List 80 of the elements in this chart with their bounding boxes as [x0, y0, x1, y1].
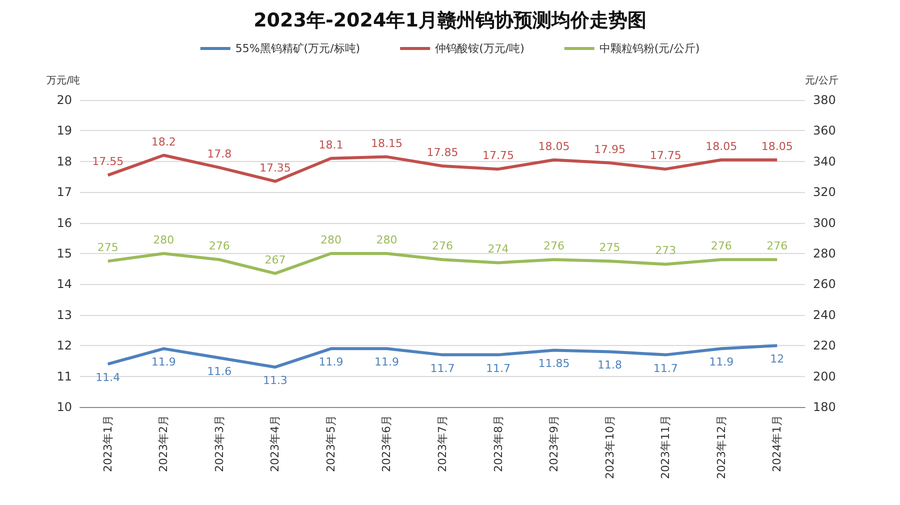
data-label: 17.75 — [482, 149, 514, 162]
y-tick-label: 10 — [56, 400, 72, 414]
data-label: 17.85 — [426, 146, 458, 160]
data-label: 275 — [599, 241, 620, 254]
y-tick-label: 19 — [56, 124, 72, 138]
y-tick-label: 12 — [56, 338, 72, 353]
y-axis-title: 万元/吨 — [46, 74, 80, 86]
data-label: 11.3 — [262, 374, 288, 388]
data-label: 275 — [97, 241, 118, 254]
data-label: 11.7 — [486, 362, 511, 375]
y-tick-label: 16 — [56, 216, 72, 230]
data-label: 17.8 — [207, 148, 232, 161]
x-tick-label: 2023年12月 — [714, 415, 728, 479]
x-tick-label: 2023年2月 — [157, 415, 170, 472]
data-label: 276 — [208, 240, 230, 253]
y2-tick-label: 240 — [813, 308, 836, 322]
x-tick-label: 2023年9月 — [548, 415, 561, 472]
y2-tick-label: 300 — [813, 216, 836, 230]
legend-label: 仲钨酸铵(万元/吨) — [435, 42, 524, 55]
data-label: 18.1 — [318, 138, 344, 152]
data-label: 11.4 — [96, 371, 120, 384]
data-label: 276 — [710, 240, 732, 253]
data-label: 11.7 — [430, 362, 455, 375]
y2-tick-label: 320 — [813, 185, 836, 200]
x-tick-label: 2023年8月 — [492, 415, 505, 472]
data-label: 17.95 — [594, 142, 626, 156]
y-tick-label: 20 — [56, 93, 72, 107]
x-tick-label: 2023年6月 — [380, 415, 394, 472]
data-label: 11.9 — [709, 356, 734, 369]
y-tick-label: 11 — [56, 369, 72, 384]
legend-label: 55%黑钨精矿(万元/标吨) — [235, 42, 360, 55]
x-tick-label: 2023年7月 — [436, 415, 449, 472]
data-label: 11.9 — [318, 356, 344, 369]
data-label: 17.55 — [92, 155, 124, 168]
data-label: 276 — [432, 240, 453, 253]
data-label: 17.75 — [650, 149, 682, 162]
data-label: 280 — [153, 234, 174, 246]
data-label: 280 — [376, 234, 398, 246]
y2-tick-label: 220 — [813, 338, 836, 353]
y2-tick-label: 340 — [813, 154, 836, 168]
data-label: 276 — [544, 240, 565, 253]
data-label: 276 — [766, 240, 788, 253]
y2-tick-label: 180 — [813, 400, 836, 414]
data-label: 18.2 — [151, 135, 176, 148]
data-label: 11.85 — [538, 357, 570, 370]
data-label: 11.9 — [374, 356, 399, 369]
data-label: 274 — [488, 242, 509, 256]
data-label: 18.05 — [706, 140, 738, 153]
data-label: 267 — [264, 253, 286, 266]
x-tick-label: 2023年11月 — [659, 415, 672, 479]
data-label: 18.15 — [370, 136, 402, 150]
y2-tick-label: 280 — [813, 246, 836, 260]
data-label: 280 — [320, 234, 342, 246]
x-tick-label: 2024年1月 — [770, 415, 784, 472]
chart-title: 2023年-2024年1月赣州钨协预测均价走势图 — [254, 10, 646, 32]
data-label: 273 — [655, 244, 676, 258]
y2-axis-title: 元/公斤 — [805, 74, 838, 86]
data-label: 18.05 — [761, 140, 793, 153]
x-tick-label: 2023年10月 — [603, 415, 616, 479]
data-label: 11.9 — [151, 356, 176, 369]
data-label: 18.05 — [538, 140, 570, 153]
y-tick-label: 17 — [56, 185, 72, 200]
y2-tick-label: 260 — [813, 277, 836, 292]
x-tick-label: 2023年1月 — [101, 415, 114, 472]
data-label: 17.35 — [259, 161, 291, 174]
y-tick-label: 13 — [56, 308, 72, 322]
data-label: 12 — [770, 352, 784, 366]
x-tick-label: 2023年5月 — [324, 415, 338, 472]
x-tick-label: 2023年4月 — [268, 415, 282, 472]
y2-tick-label: 200 — [813, 369, 836, 384]
legend-label: 中颗粒钨粉(元/公斤) — [599, 42, 700, 55]
data-label: 11.8 — [598, 358, 622, 372]
data-label: 11.7 — [653, 362, 678, 375]
y2-tick-label: 360 — [813, 124, 836, 138]
x-tick-label: 2023年3月 — [212, 415, 226, 472]
y2-tick-label: 380 — [813, 93, 836, 107]
y-tick-label: 18 — [56, 154, 72, 168]
y-tick-label: 15 — [56, 246, 72, 260]
y-tick-label: 14 — [56, 277, 72, 292]
data-label: 11.6 — [207, 364, 232, 378]
